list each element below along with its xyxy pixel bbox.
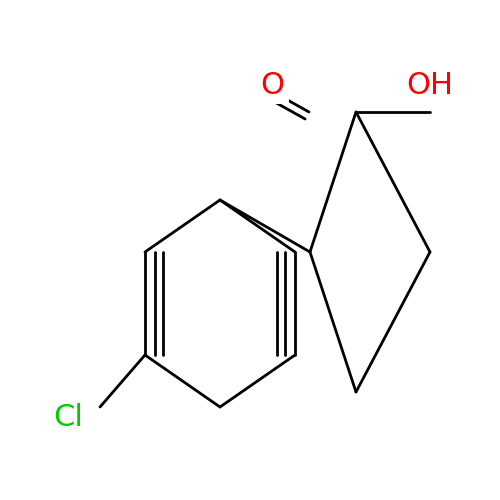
Text: Cl: Cl	[53, 404, 83, 432]
Text: O: O	[260, 70, 284, 100]
Text: OH: OH	[406, 70, 454, 100]
